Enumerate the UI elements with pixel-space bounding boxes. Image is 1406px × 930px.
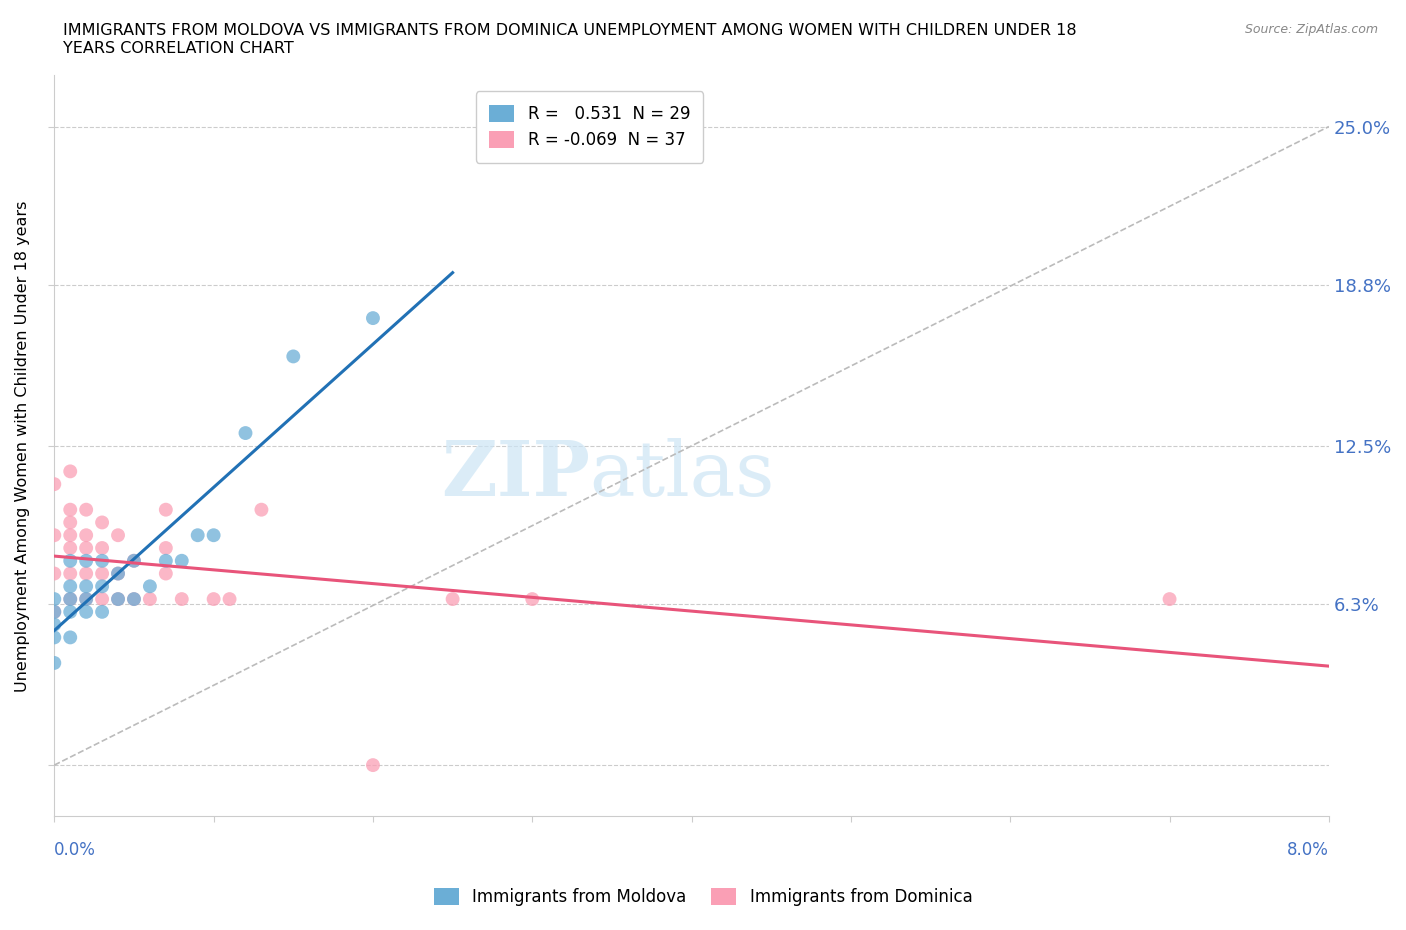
- Point: [91, 578, 114, 593]
- Point: [44, 528, 66, 543]
- Point: [235, 426, 257, 441]
- Text: atlas: atlas: [589, 438, 775, 512]
- Point: [122, 591, 145, 606]
- Point: [59, 528, 82, 543]
- Point: [44, 477, 66, 492]
- Point: [59, 591, 82, 606]
- Point: [59, 540, 82, 555]
- Text: 8.0%: 8.0%: [1286, 842, 1329, 859]
- Legend: Immigrants from Moldova, Immigrants from Dominica: Immigrants from Moldova, Immigrants from…: [427, 881, 979, 912]
- Point: [44, 591, 66, 606]
- Point: [107, 566, 129, 581]
- Point: [187, 528, 209, 543]
- Point: [107, 591, 129, 606]
- Point: [75, 528, 97, 543]
- Point: [75, 540, 97, 555]
- Point: [91, 553, 114, 568]
- Point: [1159, 591, 1181, 606]
- Point: [91, 566, 114, 581]
- Point: [44, 618, 66, 632]
- Point: [59, 630, 82, 644]
- Y-axis label: Unemployment Among Women with Children Under 18 years: Unemployment Among Women with Children U…: [15, 200, 30, 692]
- Point: [59, 502, 82, 517]
- Point: [59, 578, 82, 593]
- Point: [122, 553, 145, 568]
- Point: [155, 553, 177, 568]
- Point: [122, 591, 145, 606]
- Point: [139, 591, 162, 606]
- Point: [202, 591, 225, 606]
- Text: Source: ZipAtlas.com: Source: ZipAtlas.com: [1244, 23, 1378, 36]
- Point: [155, 566, 177, 581]
- Point: [91, 604, 114, 619]
- Point: [522, 591, 544, 606]
- Point: [107, 528, 129, 543]
- Point: [139, 578, 162, 593]
- Point: [91, 591, 114, 606]
- Legend: R =   0.531  N = 29, R = -0.069  N = 37: R = 0.531 N = 29, R = -0.069 N = 37: [475, 91, 703, 163]
- Text: ZIP: ZIP: [440, 438, 589, 512]
- Point: [155, 540, 177, 555]
- Point: [59, 464, 82, 479]
- Point: [44, 566, 66, 581]
- Point: [59, 604, 82, 619]
- Text: 0.0%: 0.0%: [55, 842, 96, 859]
- Point: [441, 591, 464, 606]
- Point: [59, 566, 82, 581]
- Point: [59, 553, 82, 568]
- Text: IMMIGRANTS FROM MOLDOVA VS IMMIGRANTS FROM DOMINICA UNEMPLOYMENT AMONG WOMEN WIT: IMMIGRANTS FROM MOLDOVA VS IMMIGRANTS FR…: [63, 23, 1077, 56]
- Point: [59, 515, 82, 530]
- Point: [250, 502, 273, 517]
- Point: [44, 604, 66, 619]
- Point: [170, 553, 193, 568]
- Point: [122, 553, 145, 568]
- Point: [91, 540, 114, 555]
- Point: [75, 502, 97, 517]
- Point: [361, 758, 384, 773]
- Point: [91, 515, 114, 530]
- Point: [59, 591, 82, 606]
- Point: [44, 656, 66, 671]
- Point: [107, 566, 129, 581]
- Point: [75, 591, 97, 606]
- Point: [218, 591, 240, 606]
- Point: [170, 591, 193, 606]
- Point: [75, 591, 97, 606]
- Point: [283, 349, 305, 364]
- Point: [202, 528, 225, 543]
- Point: [361, 311, 384, 325]
- Point: [155, 502, 177, 517]
- Point: [75, 566, 97, 581]
- Point: [75, 604, 97, 619]
- Point: [75, 553, 97, 568]
- Point: [107, 591, 129, 606]
- Point: [44, 630, 66, 644]
- Point: [44, 604, 66, 619]
- Point: [75, 578, 97, 593]
